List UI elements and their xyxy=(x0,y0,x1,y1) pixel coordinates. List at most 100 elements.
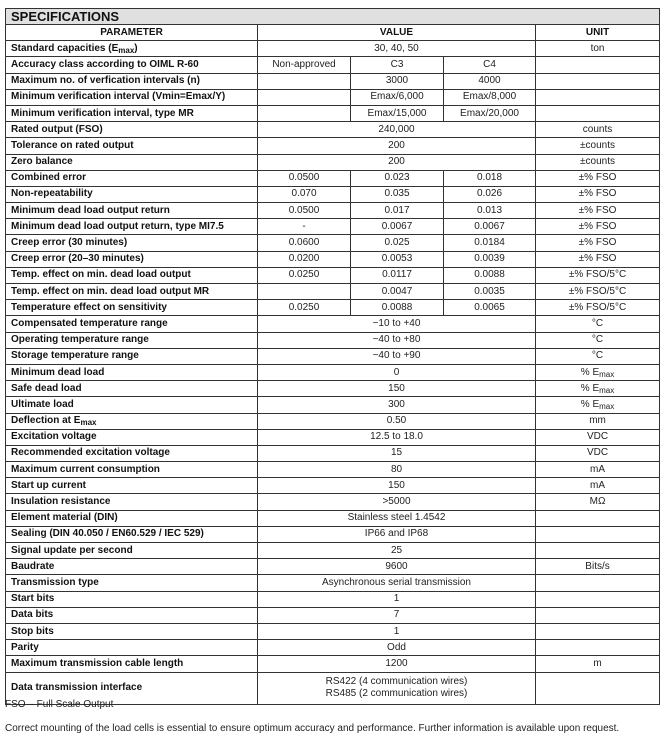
table-row: Standard capacities (Emax) 30, 40, 50 ton xyxy=(5,40,661,58)
table-row: Zero balance 200 ±counts xyxy=(5,153,661,171)
parameter-cell: Maximum current consumption xyxy=(5,461,258,479)
subscript: max xyxy=(599,369,615,379)
parameter-cell: Safe dead load xyxy=(5,380,258,398)
value-cell: 0.0039 xyxy=(443,250,536,268)
value-cell: 0.0088 xyxy=(443,266,536,285)
table-row: Combined error 0.0500 0.023 0.018 ±% FSO xyxy=(5,169,661,187)
parameter-cell: Deflection at Emax xyxy=(5,412,258,430)
value-cell: 0.0035 xyxy=(443,282,536,301)
parameter-cell: Minimum dead load xyxy=(5,363,258,382)
value-cell: 0.0065 xyxy=(443,299,536,317)
table-row: Maximum no. of verfication intervals (n)… xyxy=(5,72,661,90)
value-cell: −40 to +80 xyxy=(257,331,536,349)
value-cell: 0 xyxy=(257,363,536,382)
parameter-cell: Storage temperature range xyxy=(5,347,258,365)
parameter-cell: Start up current xyxy=(5,477,258,495)
table-row: Transmission type Asynchronous serial tra… xyxy=(5,574,661,592)
value-cell: 0.026 xyxy=(443,185,536,204)
table-row: Non-repeatability 0.070 0.035 0.026 ±% FSO xyxy=(5,185,661,204)
parameter-cell: Transmission type xyxy=(5,574,258,592)
parameter-cell: Recommended excitation voltage xyxy=(5,444,258,463)
parameter-cell: Parity xyxy=(5,639,258,657)
unit-cell: ±% FSO xyxy=(534,185,661,204)
unit-cell xyxy=(534,606,661,624)
unit-cell: mA xyxy=(534,477,661,495)
unit-cell: ±% FSO/5°C xyxy=(534,266,661,285)
mounting-note: Correct mounting of the load cells is es… xyxy=(5,723,620,734)
table-row: Parity Odd xyxy=(5,639,661,657)
table-row: Excitation voltage 12.5 to 18.0 VDC xyxy=(5,428,661,446)
value-cell: 0.0184 xyxy=(443,234,536,252)
value-cell: Odd xyxy=(257,639,536,657)
value-cell: −40 to +90 xyxy=(257,347,536,365)
unit-cell: counts xyxy=(534,121,661,139)
value-cell: Non-approved xyxy=(257,56,351,74)
value-cell: 200 xyxy=(257,137,536,155)
parameter-cell: Start bits xyxy=(5,590,258,608)
value-cell: 12.5 to 18.0 xyxy=(257,428,536,446)
unit-cell xyxy=(534,671,661,705)
value-cell: 0.0067 xyxy=(350,218,444,236)
value-cell: - xyxy=(257,218,351,236)
value-cell: 9600 xyxy=(257,558,536,576)
unit-cell: mm xyxy=(534,412,661,430)
table-row: Compensated temperature range −10 to +40 °… xyxy=(5,315,661,333)
parameter-cell: Signal update per second xyxy=(5,541,258,560)
value-cell: 0.017 xyxy=(350,202,444,220)
unit-cell: ±counts xyxy=(534,137,661,155)
table-row: Creep error (20–30 minutes) 0.0200 0.0053 0… xyxy=(5,250,661,268)
table-row: Data bits 7 xyxy=(5,606,661,624)
parameter-cell: Minimum verification interval, type MR xyxy=(5,104,258,123)
unit-cell: % Emax xyxy=(534,380,661,398)
table-row: Signal update per second 25 xyxy=(5,541,661,560)
value-cell: 30, 40, 50 xyxy=(257,40,536,58)
parameter-cell: Maximum transmission cable length xyxy=(5,655,258,673)
header-parameter: PARAMETER xyxy=(5,23,258,42)
table-row: Start up current 150 mA xyxy=(5,477,661,495)
unit-cell: ±% FSO/5°C xyxy=(534,299,661,317)
table-row: Insulation resistance >5000 MΩ xyxy=(5,493,661,511)
table-row: Maximum current consumption 80 mA xyxy=(5,461,661,479)
unit-cell: m xyxy=(534,655,661,673)
table-row: Minimum dead load output return, type MI… xyxy=(5,218,661,236)
value-cell: 200 xyxy=(257,153,536,171)
unit-cell xyxy=(534,574,661,592)
table-row: Accuracy class according to OIML R-60 Non… xyxy=(5,56,661,74)
unit-cell: MΩ xyxy=(534,493,661,511)
unit-cell: °C xyxy=(534,347,661,365)
value-cell: 0.0250 xyxy=(257,266,351,285)
parameter-cell: Creep error (20–30 minutes) xyxy=(5,250,258,268)
unit-cell xyxy=(534,72,661,90)
value-cell: 0.0250 xyxy=(257,299,351,317)
parameter-cell: Maximum no. of verfication intervals (n) xyxy=(5,72,258,90)
value-cell: 300 xyxy=(257,396,536,414)
unit-cell: ±% FSO xyxy=(534,250,661,268)
unit-cell: Bits/s xyxy=(534,558,661,576)
value-cell: 0.013 xyxy=(443,202,536,220)
table-row: Sealing (DIN 40.050 / EN60.529 / IEC 529… xyxy=(5,525,661,544)
unit-cell: ±% FSO xyxy=(534,169,661,187)
unit-cell xyxy=(534,88,661,106)
table-row: Start bits 1 xyxy=(5,590,661,608)
parameter-cell: Compensated temperature range xyxy=(5,315,258,333)
parameter-cell: Sealing (DIN 40.050 / EN60.529 / IEC 529… xyxy=(5,525,258,544)
parameter-cell: Temp. effect on min. dead load output MR xyxy=(5,282,258,301)
value-cell: Emax/20,000 xyxy=(443,104,536,123)
value-cell xyxy=(257,88,351,106)
header-unit: UNIT xyxy=(534,23,661,42)
parameter-cell: Combined error xyxy=(5,169,258,187)
table-row: Maximum transmission cable length 1200 m xyxy=(5,655,661,673)
value-cell: Stainless steel 1.4542 xyxy=(257,509,536,527)
parameter-cell: Stop bits xyxy=(5,622,258,641)
table-row: Temp. effect on min. dead load output MR… xyxy=(5,282,661,301)
value-cell: IP66 and IP68 xyxy=(257,525,536,544)
parameter-cell: Minimum dead load output return, type MI… xyxy=(5,218,258,236)
value-cell: 25 xyxy=(257,541,536,560)
table-row: Minimum verification interval (Vmin=Emax… xyxy=(5,88,661,106)
unit-cell: ±% FSO/5°C xyxy=(534,282,661,301)
unit-cell xyxy=(534,56,661,74)
value-cell: 0.035 xyxy=(350,185,444,204)
value-cell: 0.070 xyxy=(257,185,351,204)
value-cell: 0.0053 xyxy=(350,250,444,268)
parameter-cell: Minimum dead load output return xyxy=(5,202,258,220)
